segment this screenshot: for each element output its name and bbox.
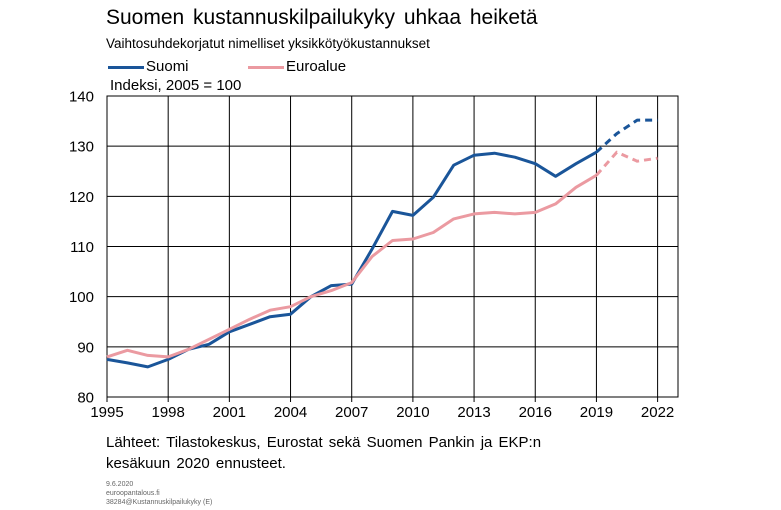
x-tick-label-2010: 2010 — [396, 404, 429, 421]
x-tick-label-2001: 2001 — [213, 404, 246, 421]
x-tick-label-2013: 2013 — [457, 404, 490, 421]
series-line-euroalue — [106, 174, 598, 359]
y-axis-unit-label: Indeksi, 2005 = 100 — [110, 77, 242, 94]
x-tick-label-1995: 1995 — [90, 404, 123, 421]
legend-label-suomi: Suomi — [146, 58, 189, 75]
series-forecast-line-euroalue — [595, 150, 658, 177]
meta-site: euroopantalous.fi — [106, 490, 160, 497]
y-tick-label-120: 120 — [69, 189, 94, 206]
x-tick-label-2016: 2016 — [519, 404, 552, 421]
chart-subtitle: Vaihtosuhdekorjatut nimelliset yksikköty… — [106, 36, 430, 51]
legend-swatch-euroalue — [248, 66, 284, 69]
y-tick-label-130: 130 — [69, 139, 94, 156]
chart-title: Suomen kustannuskilpailukyky uhkaa heike… — [106, 6, 538, 29]
legend-label-euroalue: Euroalue — [286, 58, 347, 75]
y-tick-label-140: 140 — [69, 89, 94, 106]
x-tick-label-2022: 2022 — [641, 404, 674, 421]
x-tick-label-2007: 2007 — [335, 404, 368, 421]
source-line-1: Lähteet: Tilastokeskus, Eurostat sekä Su… — [106, 434, 542, 451]
x-tick-label-1998: 1998 — [151, 404, 184, 421]
series-forecast-line-suomi — [595, 118, 658, 154]
x-tick-label-2004: 2004 — [274, 404, 307, 421]
meta-date: 9.6.2020 — [106, 481, 134, 488]
plot-frame — [106, 95, 679, 398]
meta-id: 38284@Kustannuskilpailukyky (E) — [106, 499, 213, 506]
source-line-2: kesäkuun 2020 ennusteet. — [106, 455, 286, 472]
y-tick-label-100: 100 — [69, 289, 94, 306]
y-tick-label-90: 90 — [77, 339, 94, 356]
y-tick-label-80: 80 — [77, 390, 94, 407]
legend-swatch-suomi — [108, 66, 144, 69]
y-tick-label-110: 110 — [70, 239, 94, 256]
x-tick-label-2019: 2019 — [580, 404, 613, 421]
line-chart: 80 90 100 110 120 130 140 1995 1998 2001 2004 2007 2… — [69, 89, 679, 421]
